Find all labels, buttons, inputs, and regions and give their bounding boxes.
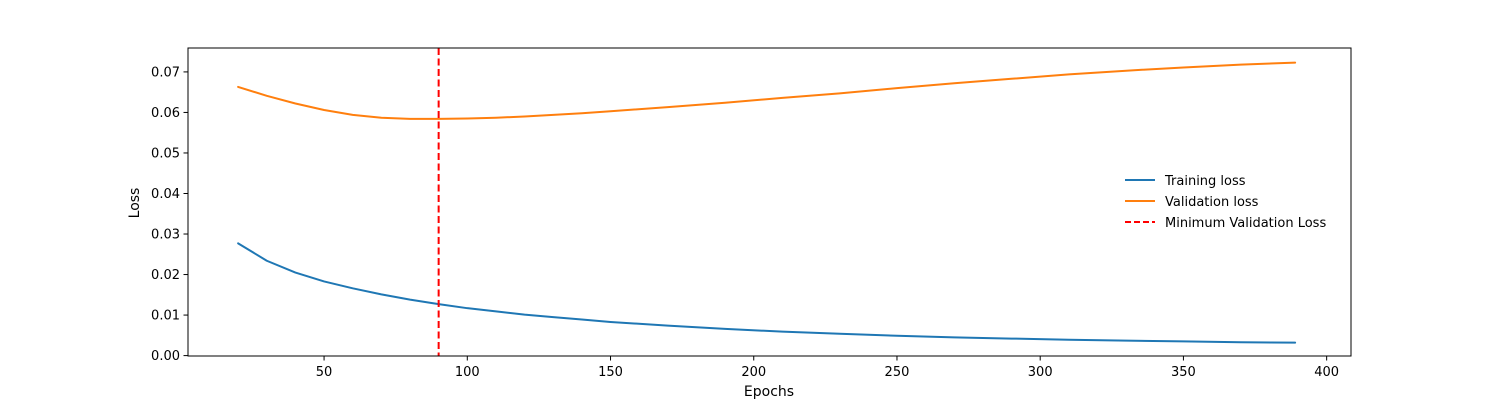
plot-area-frame — [187, 47, 1352, 357]
series-line-validation-loss — [237, 61, 1297, 120]
legend-label-training-loss: Training loss — [1164, 174, 1246, 189]
x-axis-ticks: 50 100 150 200 250 300 350 400 — [316, 356, 1339, 380]
y-tick-label: 0.04 — [151, 187, 180, 202]
x-tick-label: 400 — [1314, 365, 1339, 380]
x-tick-label: 150 — [598, 365, 623, 380]
legend-label-minimum-validation-loss: Minimum Validation Loss — [1165, 216, 1326, 231]
x-tick-label: 250 — [885, 365, 910, 380]
x-tick-label: 50 — [316, 365, 333, 380]
x-tick-label: 100 — [455, 365, 480, 380]
y-tick-label: 0.06 — [151, 106, 180, 121]
y-axis-label: Loss — [127, 188, 143, 219]
y-tick-label: 0.07 — [151, 65, 180, 80]
legend: Training loss Validation loss Minimum Va… — [1125, 174, 1326, 231]
series-line-training-loss — [237, 242, 1297, 344]
x-tick-label: 300 — [1028, 365, 1053, 380]
x-axis-label: Epochs — [744, 384, 794, 400]
y-axis-ticks: 0.00 0.01 0.02 0.03 0.04 0.05 0.06 0.07 — [151, 65, 188, 364]
y-tick-label: 0.00 — [151, 349, 180, 364]
y-tick-label: 0.03 — [151, 228, 180, 243]
x-tick-label: 200 — [741, 365, 766, 380]
y-tick-label: 0.01 — [151, 309, 180, 324]
series-layer — [237, 61, 1297, 344]
y-tick-label: 0.05 — [151, 146, 180, 161]
y-tick-label: 0.02 — [151, 268, 180, 283]
x-tick-label: 350 — [1171, 365, 1196, 380]
legend-label-validation-loss: Validation loss — [1165, 195, 1259, 210]
